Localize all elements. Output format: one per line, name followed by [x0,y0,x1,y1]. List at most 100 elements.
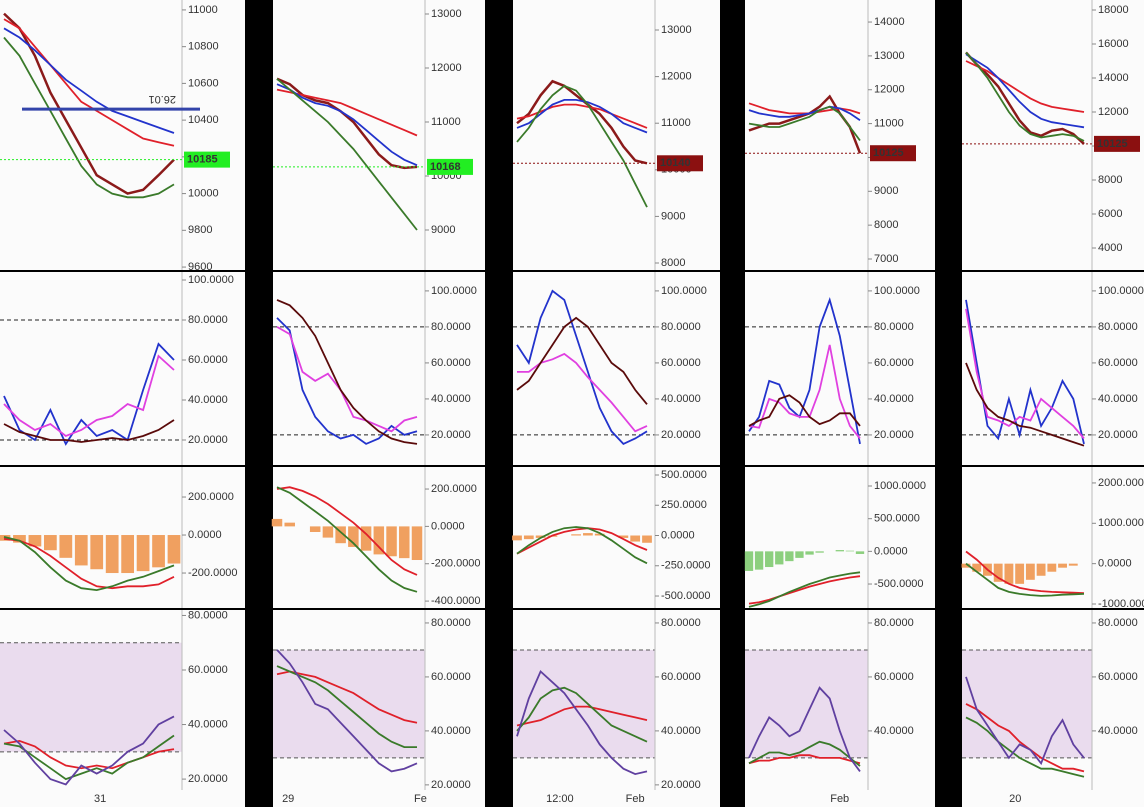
y-tick-label: 40.0000 [661,393,701,405]
series-line [748,297,861,445]
price-tag [657,155,703,172]
y-tick-label: 80.0000 [431,617,471,629]
series-line [276,486,418,576]
histogram-bar [1047,563,1057,572]
histogram-bar [284,522,295,527]
series-line [965,562,1085,597]
price-tag-label: 10168 [430,161,461,173]
y-tick-label: 80.0000 [874,321,914,333]
histogram-bar [309,526,321,532]
histogram-bar [43,535,57,551]
y-tick-label: 18000 [1098,4,1129,16]
series-line [516,669,648,776]
price-tag-label: 10125 [1097,138,1128,150]
y-tick-label: 14000 [1098,72,1129,84]
rsi-band [745,649,868,758]
y-tick-label: 9800 [188,224,212,236]
histogram-bar [121,535,135,574]
histogram-bar [972,563,982,572]
histogram-bar [961,563,971,568]
series-line [276,78,418,231]
y-tick-label: 7000 [874,253,898,265]
histogram-bar [630,535,641,542]
y-tick-label: 20.0000 [661,779,701,791]
y-tick-label: 9600 [188,261,212,273]
annotation: 26.01 [148,93,176,105]
y-tick-label: 8000 [1098,174,1122,186]
histogram-bar [1025,563,1035,580]
y-tick-label: 20.0000 [431,429,471,441]
y-tick-label: 12000 [1098,106,1129,118]
y-tick-label: 1000.0000 [874,480,926,492]
price-tag [184,151,230,168]
y-tick-label: 80.0000 [431,321,471,333]
y-tick-label: 200.0000 [188,491,234,503]
y-tick-label: 60.0000 [661,671,701,683]
panel [0,272,245,465]
y-tick-label: 60.0000 [1098,357,1138,369]
y-tick-label: 11000 [874,117,904,129]
series-line [748,754,861,765]
y-tick-label: 6000 [1098,208,1122,220]
y-tick-label: 0.0000 [431,520,465,532]
histogram-bar [1058,563,1067,568]
histogram-bar [571,534,581,536]
y-tick-label: -200.0000 [431,558,481,570]
series-line [965,308,1085,440]
histogram-bar [335,526,346,544]
histogram-bar [523,535,534,540]
histogram-bar [386,526,397,557]
series-line [276,83,418,167]
y-tick-label: 0.0000 [188,529,222,541]
histogram-bar [795,551,804,558]
x-axis-strip [0,790,245,807]
x-axis-strip [962,790,1144,807]
series-line [276,317,418,445]
series-line [3,734,175,781]
series-line [965,51,1085,145]
y-tick-label: -500.0000 [661,590,711,602]
panel [273,272,485,465]
histogram-bar [765,551,774,568]
series-line [3,36,175,199]
rsi-band [273,649,425,758]
series-line [3,536,175,592]
series-line [965,362,1085,447]
series-line [748,575,861,605]
histogram-bar [618,535,629,538]
x-tick-label: 12:00 [546,793,574,805]
y-tick-label: 11000 [661,117,691,129]
y-tick-label: 40.0000 [1098,393,1138,405]
y-tick-label: 200.0000 [431,483,477,495]
series-line [276,665,417,748]
x-tick-label: 29 [282,793,294,805]
y-tick-label: 80.0000 [188,609,228,621]
histogram-bar [535,535,546,538]
histogram-bar [1036,563,1046,576]
y-tick-label: 20.0000 [1098,429,1138,441]
series-line [516,705,648,727]
series-line [3,27,175,134]
y-tick-label: 80.0000 [1098,617,1138,629]
y-tick-label: 80.0000 [874,617,914,629]
y-tick-label: 60.0000 [188,354,228,366]
histogram-bar [642,535,652,543]
histogram-bar [348,526,359,547]
price-tag [1094,135,1140,152]
y-tick-label: -200.0000 [188,567,238,579]
histogram-bar [105,535,119,574]
y-tick-label: 4000 [1098,242,1122,254]
y-tick-label: 9000 [431,224,455,236]
y-tick-label: -250.0000 [661,560,711,572]
y-tick-label: 16000 [1098,38,1129,50]
series-line [276,649,418,773]
y-tick-label: 500.0000 [874,513,920,525]
histogram-bar [28,535,42,547]
y-tick-label: 0.0000 [661,529,695,541]
y-tick-label: 40.0000 [1098,725,1138,737]
series-line [276,670,418,724]
series-line [516,79,648,165]
series-line [276,77,418,170]
y-tick-label: 12000 [431,62,462,74]
x-tick-label: Fe [414,793,427,805]
